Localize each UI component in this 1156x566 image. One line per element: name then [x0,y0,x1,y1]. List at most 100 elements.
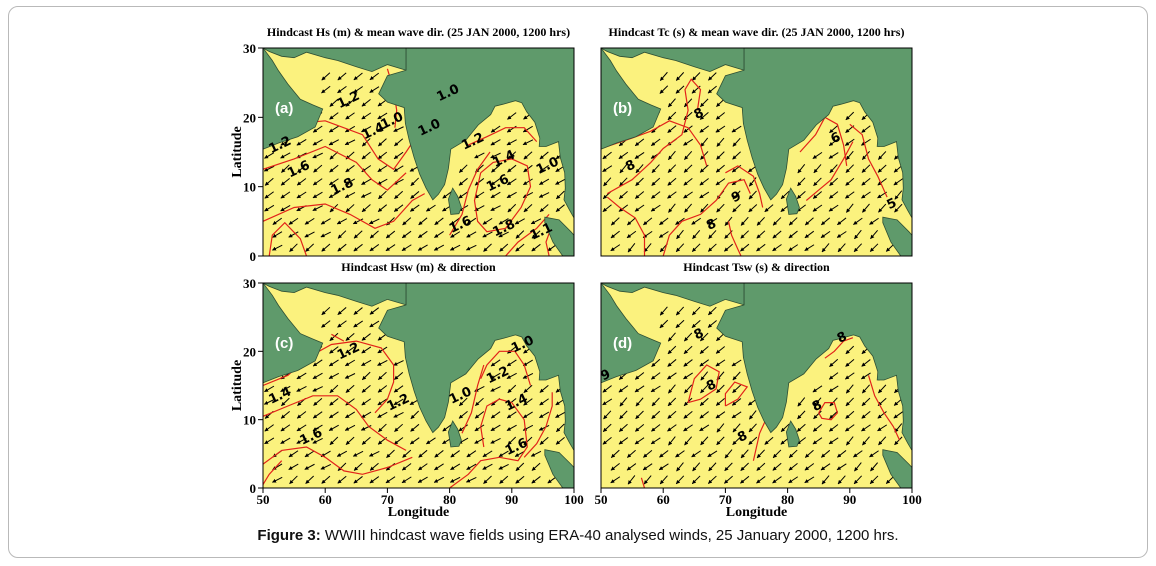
direction-arrow [870,229,879,240]
direction-arrow [305,475,315,484]
caption-text: WWIII hindcast wave fields using ERA-40 … [320,527,899,544]
direction-arrow [788,449,798,458]
direction-arrow [659,217,669,226]
plot-frame [262,282,575,489]
chart-panel-a: 1.21.41.21.01.61.81.01.01.21.41.61.81.61… [230,25,575,264]
direction-arrow [804,463,815,471]
direction-arrow [861,397,871,407]
direction-arrow [305,243,315,252]
direction-arrow [409,437,420,445]
direction-arrow [877,178,887,186]
contour-lines [263,68,553,256]
direction-arrow [361,359,372,367]
direction-arrow [634,138,645,147]
direction-arrow [869,217,879,225]
direction-arrow [329,398,339,406]
direction-arrow [401,230,412,239]
y-tick-label: 30 [243,41,256,56]
direction-arrow [385,244,396,252]
panel-title: Hindcast Hs (m) & mean wave dir. (25 JAN… [267,25,570,39]
direction-arrow [780,423,790,433]
direction-arrow [312,205,323,212]
direction-arrow [788,230,798,239]
direction-arrow [417,476,428,484]
direction-arrow [514,218,525,225]
land-polygon [601,283,662,384]
direction-arrow [700,436,709,446]
direction-arrow [394,190,404,200]
contour-line [263,193,425,229]
panel-label: (d) [613,335,632,352]
direction-arrow [337,243,347,252]
direction-arrow [845,111,855,121]
direction-arrow [667,372,677,380]
direction-arrow [699,345,709,354]
direction-arrow [715,397,725,406]
direction-arrow [490,191,501,199]
direction-arrow [280,385,291,392]
direction-arrow [434,217,444,226]
direction-arrow [651,397,660,407]
direction-arrow [523,398,533,406]
direction-arrow [296,385,307,392]
direction-arrow [304,217,315,225]
direction-arrow [845,359,855,367]
direction-arrow [312,191,323,199]
direction-arrow [684,203,693,213]
direction-arrow [490,359,501,367]
direction-arrow [377,151,388,160]
direction-arrow [507,384,517,394]
direction-arrow [894,190,903,200]
direction-arrow [716,137,725,147]
direction-arrow [651,191,661,199]
x-tick-label: 100 [902,492,922,507]
land-polygon [378,283,574,455]
direction-arrow [280,424,291,432]
direction-arrow [361,436,371,445]
direction-arrow [377,359,388,366]
x-tick-label: 60 [319,492,332,507]
direction-arrow [361,333,371,341]
direction-arrow [312,359,323,367]
contour-line [640,477,646,488]
figure-frame [8,6,1148,558]
direction-arrow [498,463,509,470]
direction-arrow [515,475,525,484]
y-axis-label: Latitude [230,360,245,411]
direction-arrow [490,386,501,392]
direction-arrow [499,475,509,484]
land-polygon [882,449,912,488]
direction-arrow [329,164,339,173]
direction-arrow [651,424,661,432]
direction-arrow [514,450,525,457]
direction-arrow [296,191,307,199]
contour-line [263,395,407,451]
direction-arrow [515,230,525,239]
direction-arrow [635,410,644,420]
direction-arrow [668,203,676,213]
panel-label: (c) [275,335,293,352]
x-tick-label: 70 [381,492,394,507]
direction-arrow [877,164,887,173]
direction-arrow [409,204,420,212]
direction-arrow [812,423,822,432]
direction-arrow [618,204,629,212]
direction-arrow [506,139,517,146]
direction-arrow [369,462,379,471]
direction-arrow [482,217,493,225]
direction-arrow [361,398,372,406]
direction-arrow [635,191,645,199]
contour-line [473,158,532,233]
direction-arrow [668,150,676,161]
direction-arrow [264,424,274,432]
direction-arrow [602,151,612,160]
direction-arrow [449,476,461,483]
direction-arrow [556,423,565,433]
direction-arrow [344,424,356,431]
direction-arrow [812,385,823,393]
direction-arrow [280,191,291,199]
direction-arrow [369,218,380,225]
plot-area: 1.21.4 1.21.61.01.01.21.41.6 [263,283,574,488]
x-tick-label: 100 [564,492,584,507]
